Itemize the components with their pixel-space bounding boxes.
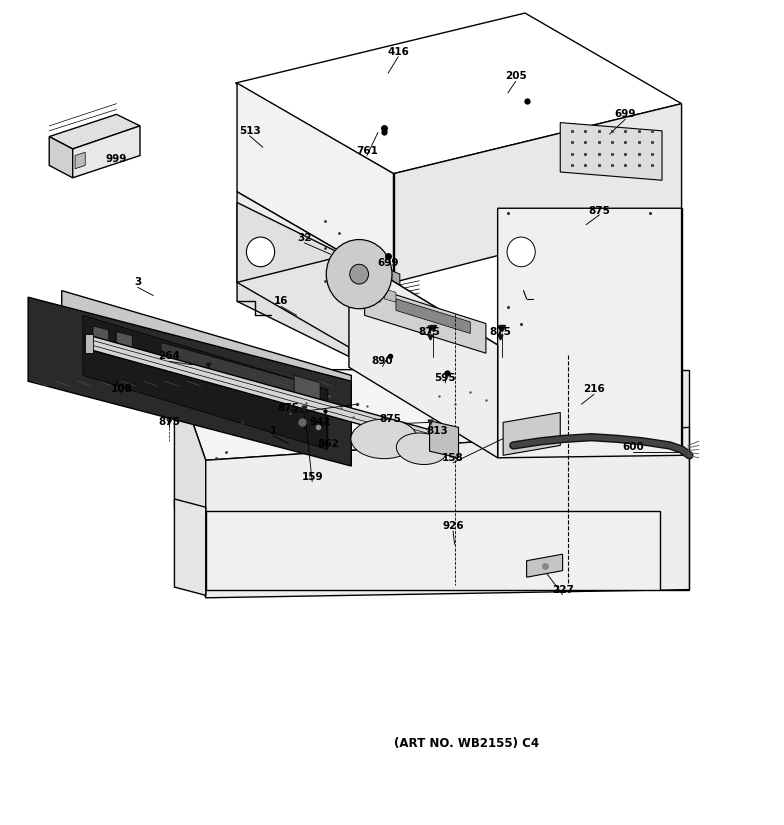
Text: 32: 32 xyxy=(297,233,311,243)
Polygon shape xyxy=(237,191,394,373)
Text: 158: 158 xyxy=(442,453,464,463)
Text: 813: 813 xyxy=(426,426,448,436)
Polygon shape xyxy=(527,554,563,578)
Text: 416: 416 xyxy=(387,47,409,57)
Polygon shape xyxy=(394,104,681,282)
Polygon shape xyxy=(49,137,73,177)
Text: 875: 875 xyxy=(419,327,441,337)
Text: 875: 875 xyxy=(489,327,511,337)
Polygon shape xyxy=(205,512,659,590)
Text: 699: 699 xyxy=(615,110,636,120)
Text: 862: 862 xyxy=(317,439,339,449)
Text: 875: 875 xyxy=(379,414,401,424)
Polygon shape xyxy=(430,421,459,458)
Polygon shape xyxy=(93,326,109,348)
Text: 108: 108 xyxy=(111,384,132,394)
Text: 264: 264 xyxy=(158,351,180,361)
Polygon shape xyxy=(174,370,689,460)
Polygon shape xyxy=(85,334,451,450)
Polygon shape xyxy=(162,342,294,394)
Text: 875: 875 xyxy=(158,417,180,427)
Polygon shape xyxy=(85,334,93,353)
Text: 16: 16 xyxy=(274,296,288,306)
Polygon shape xyxy=(235,13,681,173)
Text: 941: 941 xyxy=(309,417,331,427)
Circle shape xyxy=(507,237,535,266)
Polygon shape xyxy=(349,254,498,458)
Polygon shape xyxy=(75,153,85,168)
Text: 513: 513 xyxy=(238,126,260,136)
Polygon shape xyxy=(62,290,351,394)
Text: 227: 227 xyxy=(552,585,574,595)
Polygon shape xyxy=(498,208,681,458)
Text: 875: 875 xyxy=(278,403,299,413)
Text: 761: 761 xyxy=(356,145,378,156)
Polygon shape xyxy=(294,375,320,404)
Polygon shape xyxy=(237,254,498,373)
Circle shape xyxy=(350,264,368,284)
Polygon shape xyxy=(83,315,328,450)
Text: 1: 1 xyxy=(270,426,277,436)
Text: 699: 699 xyxy=(377,257,399,267)
Circle shape xyxy=(326,239,392,309)
Text: 159: 159 xyxy=(301,472,323,482)
Polygon shape xyxy=(117,332,132,353)
Text: 595: 595 xyxy=(434,373,456,383)
Polygon shape xyxy=(49,115,140,149)
Polygon shape xyxy=(28,297,351,466)
Ellipse shape xyxy=(397,433,447,464)
Polygon shape xyxy=(237,202,349,356)
Polygon shape xyxy=(659,370,689,590)
Text: 205: 205 xyxy=(505,72,527,82)
Text: (ART NO. WB2155) C4: (ART NO. WB2155) C4 xyxy=(394,737,539,750)
Text: 875: 875 xyxy=(589,205,610,215)
Circle shape xyxy=(246,237,274,266)
Polygon shape xyxy=(384,289,396,302)
Polygon shape xyxy=(561,123,662,180)
Polygon shape xyxy=(396,299,470,333)
Polygon shape xyxy=(368,289,380,302)
Polygon shape xyxy=(174,370,205,598)
Text: 999: 999 xyxy=(106,153,127,164)
Polygon shape xyxy=(73,126,140,177)
Polygon shape xyxy=(365,285,486,353)
Polygon shape xyxy=(503,412,561,455)
Text: 890: 890 xyxy=(372,356,394,366)
Ellipse shape xyxy=(351,419,417,459)
Text: 600: 600 xyxy=(622,442,644,452)
Text: 926: 926 xyxy=(442,521,464,531)
Polygon shape xyxy=(237,83,394,282)
Polygon shape xyxy=(380,266,400,290)
Text: 3: 3 xyxy=(134,277,141,287)
Text: 216: 216 xyxy=(583,384,604,394)
Polygon shape xyxy=(205,427,689,598)
Polygon shape xyxy=(174,499,205,596)
